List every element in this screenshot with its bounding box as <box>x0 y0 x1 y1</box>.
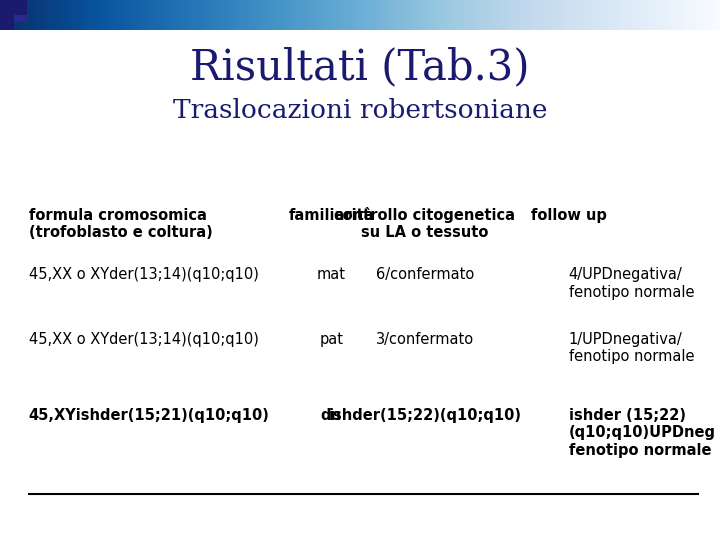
Text: follow up: follow up <box>531 208 607 223</box>
Text: pat: pat <box>319 332 343 347</box>
Text: 4/UPDnegativa/
fenotipo normale: 4/UPDnegativa/ fenotipo normale <box>569 267 694 300</box>
Text: controllo citogenetica
su LA o tessuto: controllo citogenetica su LA o tessuto <box>334 208 516 240</box>
FancyBboxPatch shape <box>0 15 14 30</box>
FancyBboxPatch shape <box>14 15 27 22</box>
Text: ishder (15;22)
(q10;q10)UPDneg
fenotipo normale: ishder (15;22) (q10;q10)UPDneg fenotipo … <box>569 408 716 457</box>
Text: formula cromosomica
(trofoblasto e coltura): formula cromosomica (trofoblasto e coltu… <box>29 208 212 240</box>
Text: 45,XX o XYder(13;14)(q10;q10): 45,XX o XYder(13;14)(q10;q10) <box>29 332 258 347</box>
Text: Risultati (Tab.3): Risultati (Tab.3) <box>190 46 530 89</box>
Text: mat: mat <box>317 267 346 282</box>
Text: 45,XX o XYder(13;14)(q10;q10): 45,XX o XYder(13;14)(q10;q10) <box>29 267 258 282</box>
Text: 1/UPDnegativa/
fenotipo normale: 1/UPDnegativa/ fenotipo normale <box>569 332 694 365</box>
Text: ishder(15;22)(q10;q10): ishder(15;22)(q10;q10) <box>328 408 521 423</box>
Text: Traslocazioni robertsoniane: Traslocazioni robertsoniane <box>173 98 547 123</box>
Text: 6/confermato: 6/confermato <box>376 267 474 282</box>
FancyBboxPatch shape <box>0 0 27 15</box>
Text: 45,XYishder(15;21)(q10;q10): 45,XYishder(15;21)(q10;q10) <box>29 408 270 423</box>
Text: 3/confermato: 3/confermato <box>376 332 474 347</box>
Text: familiarità: familiarità <box>289 208 374 223</box>
Text: dn: dn <box>320 408 342 423</box>
